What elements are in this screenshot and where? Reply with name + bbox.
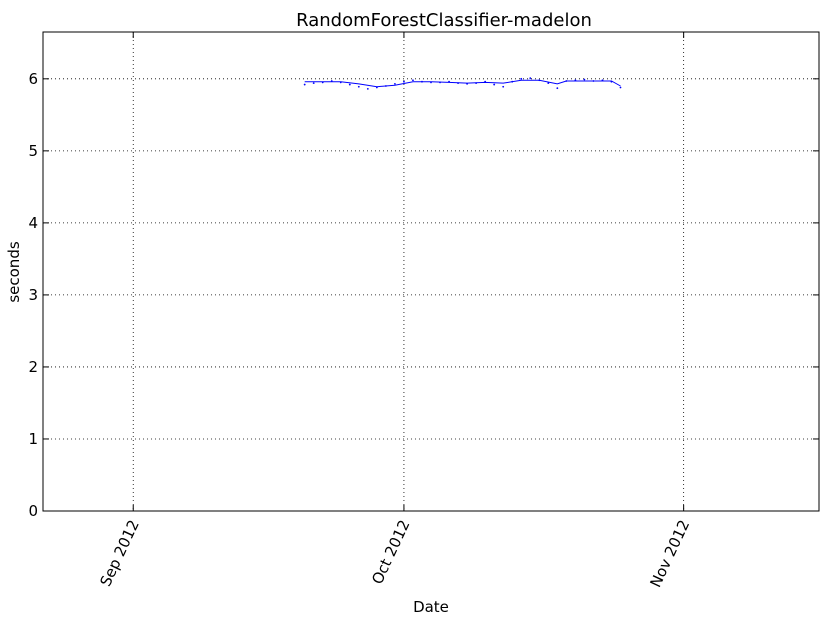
y-tick-label: 0 [28, 502, 38, 520]
y-axis: 0 1 2 3 4 5 6 [28, 70, 819, 520]
y-axis-label: seconds [5, 241, 23, 302]
x-axis: Sep 2012 Oct 2012 Nov 2012 [96, 32, 693, 590]
series-line [304, 79, 621, 88]
data-point [366, 88, 369, 90]
data-point [348, 83, 351, 86]
y-tick-label: 4 [28, 214, 38, 232]
y-tick-label: 1 [28, 430, 38, 448]
x-tick-label: Sep 2012 [96, 517, 142, 589]
plot-area-frame [42, 31, 820, 512]
data-point [412, 79, 414, 82]
y-tick-label: 6 [28, 70, 38, 88]
data-point [529, 77, 532, 79]
data-point [556, 87, 559, 90]
data-point [312, 82, 315, 85]
data-point [394, 82, 396, 85]
data-point [493, 83, 496, 86]
x-tick-label: Nov 2012 [646, 517, 693, 590]
data-point [619, 86, 622, 89]
x-axis-label: Date [413, 598, 449, 616]
chart-title: RandomForestClassifier-madelon [296, 10, 592, 31]
data-point [583, 78, 586, 81]
x-tick-label: Oct 2012 [368, 517, 413, 587]
y-tick-label: 2 [28, 358, 38, 376]
y-tick-label: 5 [28, 142, 38, 160]
data-point [502, 85, 505, 88]
data-point [303, 83, 306, 86]
y-tick-label: 3 [28, 286, 38, 304]
data-point [520, 77, 523, 80]
grid [43, 32, 819, 511]
series-layer [303, 77, 622, 90]
data-point [357, 85, 360, 88]
data-point [403, 80, 405, 83]
